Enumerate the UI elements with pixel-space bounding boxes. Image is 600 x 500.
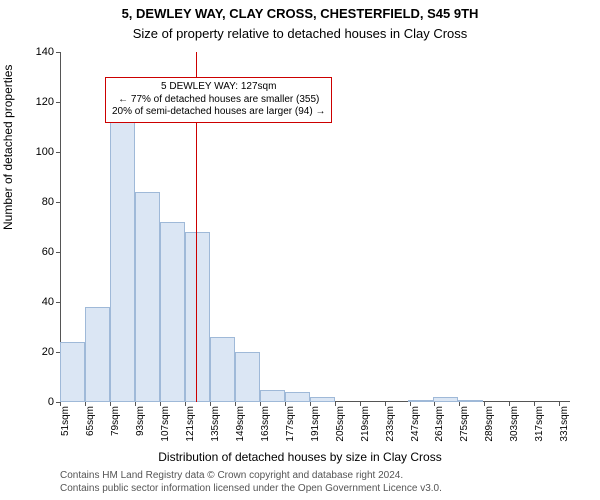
- annotation-line1: 5 DEWLEY WAY: 127sqm: [112, 81, 325, 94]
- x-tick-label: 121sqm: [185, 402, 196, 442]
- y-tick-mark: [56, 102, 60, 103]
- annotation-box: 5 DEWLEY WAY: 127sqm← 77% of detached ho…: [105, 77, 332, 123]
- x-tick-label: 107sqm: [160, 402, 171, 442]
- page-title-line1: 5, DEWLEY WAY, CLAY CROSS, CHESTERFIELD,…: [0, 6, 600, 21]
- x-tick-label: 233sqm: [385, 402, 396, 442]
- x-tick-label: 135sqm: [210, 402, 221, 442]
- x-tick-label: 303sqm: [509, 402, 520, 442]
- histogram-bar: [433, 397, 458, 402]
- x-axis-label: Distribution of detached houses by size …: [0, 450, 600, 464]
- histogram-bar: [85, 307, 110, 402]
- x-tick-label: 317sqm: [534, 402, 545, 442]
- x-tick-label: 79sqm: [110, 402, 121, 436]
- x-tick-label: 149sqm: [235, 402, 246, 442]
- y-tick-mark: [56, 52, 60, 53]
- x-tick-label: 51sqm: [60, 402, 71, 436]
- annotation-line3: 20% of semi-detached houses are larger (…: [112, 106, 325, 119]
- page-title-line2: Size of property relative to detached ho…: [0, 26, 600, 41]
- x-tick-label: 331sqm: [559, 402, 570, 442]
- histogram-bar: [235, 352, 260, 402]
- annotation-line2: ← 77% of detached houses are smaller (35…: [112, 94, 325, 107]
- histogram-bar: [285, 392, 310, 402]
- histogram-bar: [185, 232, 210, 402]
- histogram-bar: [110, 115, 135, 403]
- histogram-bar: [458, 400, 483, 403]
- x-tick-label: 205sqm: [335, 402, 346, 442]
- histogram-bar: [310, 397, 335, 402]
- y-tick-mark: [56, 302, 60, 303]
- y-tick-mark: [56, 152, 60, 153]
- x-tick-label: 65sqm: [85, 402, 96, 436]
- histogram-plot: 02040608010012014051sqm65sqm79sqm93sqm10…: [60, 52, 570, 402]
- histogram-bar: [210, 337, 235, 402]
- x-tick-label: 261sqm: [434, 402, 445, 442]
- histogram-bar: [408, 400, 433, 403]
- histogram-bar: [260, 390, 285, 403]
- histogram-bar: [135, 192, 160, 402]
- histogram-bar: [160, 222, 185, 402]
- caption-line2: Contains public sector information licen…: [60, 483, 442, 494]
- caption-line1: Contains HM Land Registry data © Crown c…: [60, 470, 403, 481]
- x-tick-label: 191sqm: [310, 402, 321, 442]
- x-tick-label: 163sqm: [260, 402, 271, 442]
- x-tick-label: 247sqm: [410, 402, 421, 442]
- x-tick-label: 93sqm: [135, 402, 146, 436]
- x-tick-label: 289sqm: [484, 402, 495, 442]
- x-tick-label: 177sqm: [285, 402, 296, 442]
- y-axis-label: Number of detached properties: [1, 65, 15, 230]
- y-tick-mark: [56, 252, 60, 253]
- y-tick-mark: [56, 202, 60, 203]
- x-tick-label: 219sqm: [360, 402, 371, 442]
- x-tick-label: 275sqm: [459, 402, 470, 442]
- histogram-bar: [60, 342, 85, 402]
